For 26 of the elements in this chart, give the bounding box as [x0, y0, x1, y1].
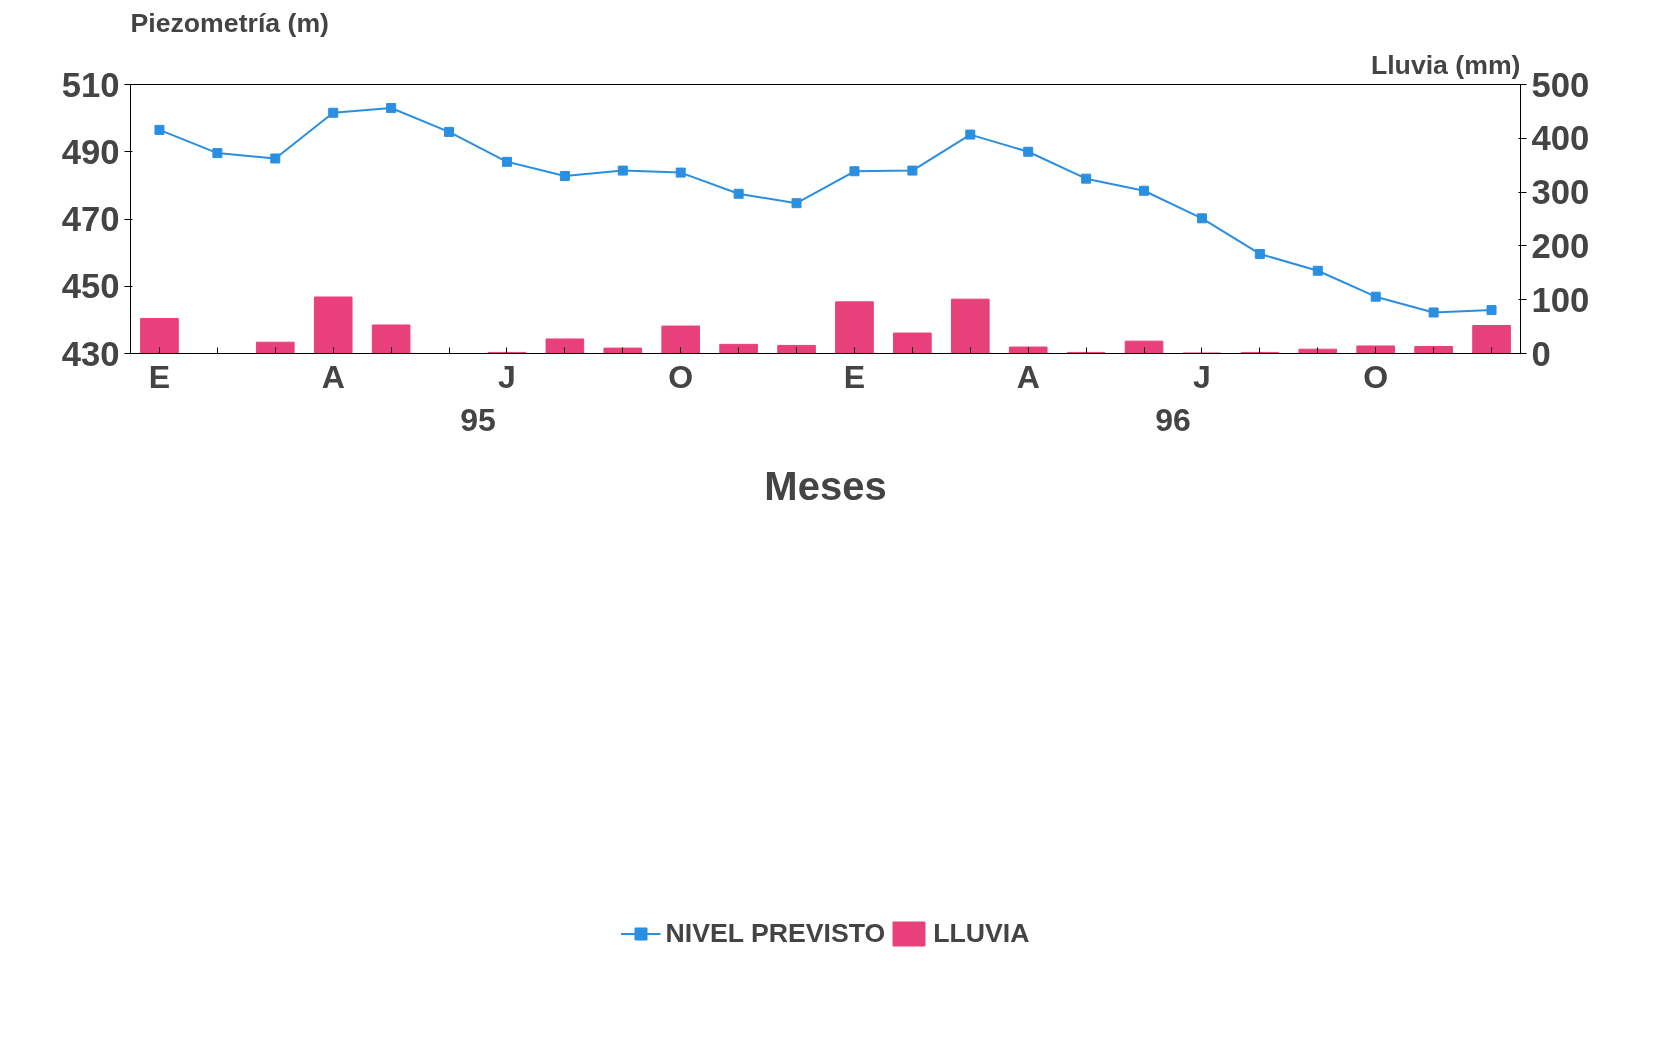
y2-tick-label: 400 — [1531, 119, 1590, 158]
x-tick-label: A — [1016, 358, 1040, 395]
x-tick-label: A — [321, 358, 345, 395]
x-tick-label: J — [498, 358, 516, 395]
y-axis-title: Piezometría (m) — [130, 7, 329, 38]
y-tick-label: 450 — [61, 267, 120, 306]
y-tick-label: 430 — [61, 334, 120, 373]
x-axis-title: Meses — [764, 463, 887, 508]
text: 96 — [1155, 401, 1191, 438]
y2-axis-title: Lluvia (mm) — [1370, 49, 1521, 80]
text: 95 — [460, 401, 496, 438]
y2-tick-label: 100 — [1531, 280, 1590, 319]
y2-tick-label: 500 — [1531, 65, 1590, 104]
y-tick-label: 490 — [61, 132, 120, 171]
y-tick-label: 470 — [61, 200, 120, 238]
y2-tick-label: 200 — [1531, 226, 1590, 265]
y2-tick-label: 300 — [1531, 173, 1590, 212]
legend-label: LLUVIA — [933, 917, 1030, 949]
y-tick-label: 510 — [61, 65, 120, 104]
legend-label: NIVEL PREVISTO — [665, 917, 886, 949]
x-tick-label: O — [668, 358, 694, 395]
y2-tick-label: 0 — [1531, 334, 1551, 373]
x-tick-label: J — [1193, 358, 1211, 395]
x-tick-label: E — [843, 358, 866, 395]
x-tick-label: O — [1363, 358, 1389, 395]
x-tick-label: E — [148, 358, 171, 395]
